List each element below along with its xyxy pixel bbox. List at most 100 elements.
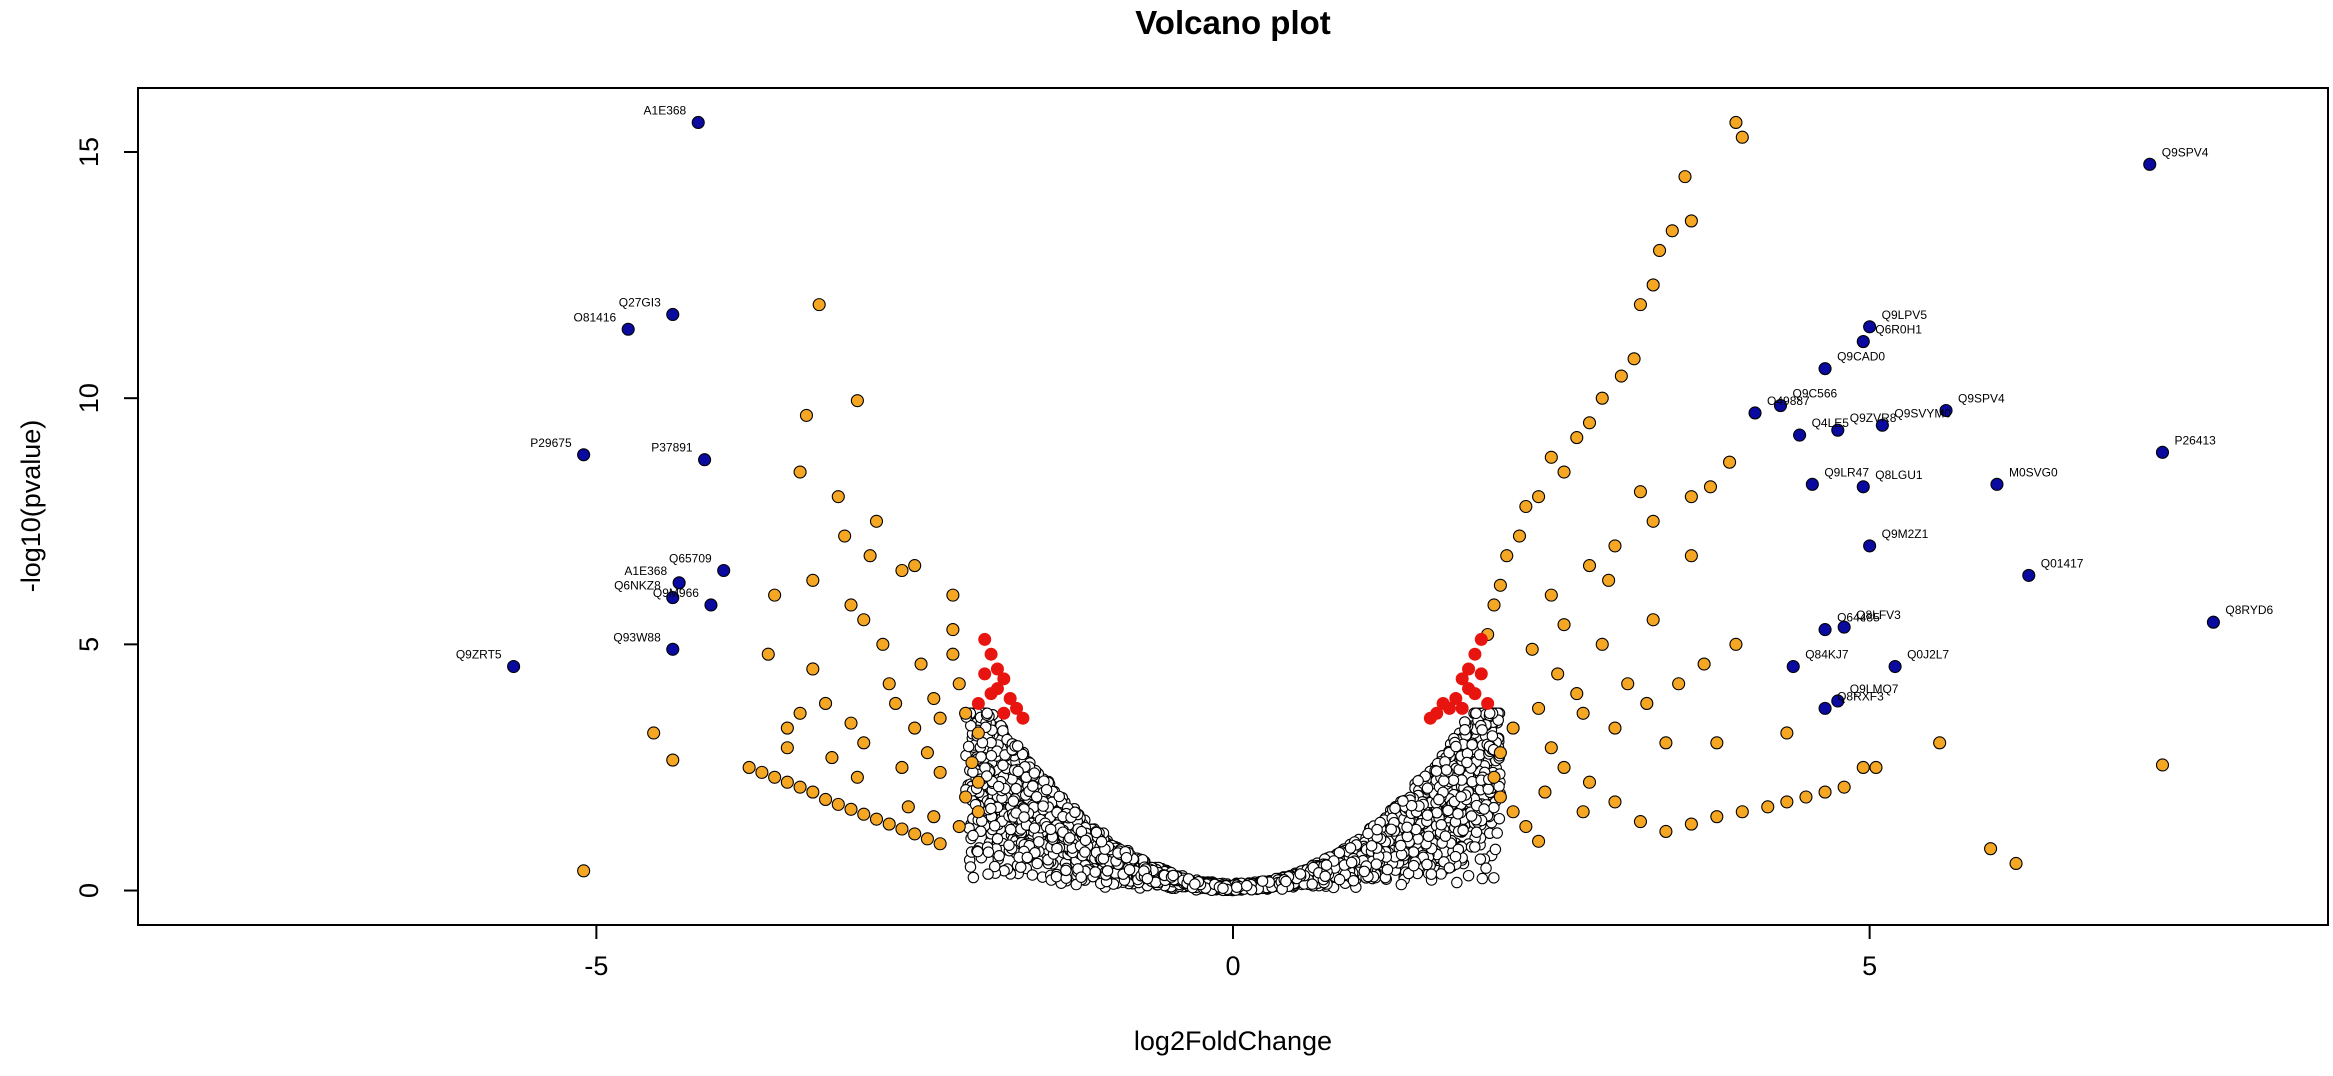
fold-change-point <box>793 465 807 479</box>
not-significant-point <box>1010 782 1022 795</box>
protein-label: Q9LR47 <box>1824 465 1869 479</box>
not-significant-point <box>1440 764 1453 776</box>
protein-label: Q84KJ7 <box>1805 648 1849 662</box>
not-significant-point <box>1430 765 1443 777</box>
not-significant-point <box>981 770 993 782</box>
not-significant-point <box>1402 867 1415 880</box>
fold-change-point <box>933 711 947 725</box>
fold-change-point <box>1633 298 1647 312</box>
not-significant-point <box>1407 859 1420 872</box>
fold-change-point <box>927 810 941 824</box>
not-significant-point <box>1280 875 1292 888</box>
fold-change-point <box>838 529 852 543</box>
not-significant-point <box>981 707 993 720</box>
fold-change-point <box>1633 485 1647 499</box>
not-significant-point <box>1433 793 1445 806</box>
not-significant-point <box>1345 856 1358 869</box>
x-tick-label: -5 <box>584 951 608 981</box>
not-significant-point <box>1240 879 1253 892</box>
fold-change-point <box>1532 490 1546 504</box>
not-significant-point <box>1422 830 1435 843</box>
fold-change-point <box>1665 224 1679 238</box>
protein-label: O64485 <box>1837 611 1880 625</box>
not-significant-point <box>1365 840 1378 852</box>
not-significant-point <box>1101 865 1114 877</box>
fold-change-point <box>793 780 807 794</box>
fold-change-point <box>933 765 947 779</box>
labeled-protein-point <box>672 576 686 590</box>
labeled-protein-point <box>1856 480 1870 494</box>
fold-change-point <box>577 864 591 878</box>
not-significant-point <box>1014 861 1027 873</box>
not-significant-point <box>1120 851 1133 864</box>
fold-change-point <box>946 647 960 661</box>
fold-change-point <box>882 677 896 691</box>
fold-change-point <box>1512 529 1527 543</box>
fold-change-point <box>914 657 928 671</box>
protein-label: Q9M966 <box>653 586 699 600</box>
not-significant-point <box>1033 836 1045 848</box>
protein-label: O49887 <box>1767 394 1810 408</box>
fold-change-point <box>952 819 966 834</box>
not-significant-point <box>1425 868 1438 880</box>
fold-change-point <box>1799 790 1813 804</box>
not-significant-point <box>1443 862 1456 874</box>
not-significant-point <box>1465 810 1478 822</box>
protein-label: Q9SPV4 <box>1958 391 2005 405</box>
fold-change-point <box>908 827 922 841</box>
not-significant-point <box>1051 842 1063 855</box>
not-significant-point <box>1451 876 1463 889</box>
not-significant-point <box>988 860 1001 873</box>
not-significant-point <box>1466 739 1478 751</box>
not-significant-point <box>1016 748 1029 761</box>
not-significant-point <box>1407 846 1420 858</box>
not-significant-point <box>1189 878 1201 890</box>
fold-change-point <box>1640 696 1654 710</box>
protein-label: Q9LPV5 <box>1882 308 1928 322</box>
fold-change-point <box>1684 490 1698 504</box>
fold-change-point <box>863 549 877 563</box>
fold-change-point <box>1519 819 1533 834</box>
not-significant-point <box>1004 823 1017 836</box>
pvalue-point <box>1474 667 1488 681</box>
fold-change-point <box>901 800 915 814</box>
not-significant-point <box>1470 707 1482 720</box>
not-significant-point <box>1381 863 1394 876</box>
pvalue-point <box>1423 711 1437 725</box>
fold-change-point <box>1646 613 1660 627</box>
labeled-protein-point <box>2155 445 2170 459</box>
fold-change-point <box>666 753 680 767</box>
fold-change-point <box>844 716 858 730</box>
not-significant-point <box>1452 808 1464 820</box>
fold-change-point <box>1735 130 1749 144</box>
not-significant-point <box>1011 740 1024 752</box>
y-tick-label: 10 <box>74 383 104 413</box>
fold-change-point <box>1678 170 1692 184</box>
fold-change-point <box>1684 817 1698 831</box>
fold-change-point <box>1519 499 1533 514</box>
fold-change-point <box>1582 559 1597 573</box>
fold-change-point <box>1570 687 1584 701</box>
fold-change-point <box>869 812 884 826</box>
not-significant-point <box>1347 874 1360 887</box>
not-significant-point <box>982 846 995 858</box>
fold-change-point <box>1608 539 1622 553</box>
not-significant-point <box>1050 870 1063 883</box>
fold-change-point <box>1856 760 1870 774</box>
fold-change-point <box>850 770 864 784</box>
not-significant-point <box>1474 853 1487 865</box>
fold-change-point <box>1582 416 1597 430</box>
labeled-protein-point <box>1773 399 1788 413</box>
not-significant-point <box>1489 843 1502 856</box>
pvalue-point <box>1016 711 1030 725</box>
protein-label: A1E368 <box>644 103 687 117</box>
fold-change-point <box>768 588 782 602</box>
fold-change-point <box>647 726 661 740</box>
not-significant-point <box>1095 835 1108 848</box>
pvalue-point <box>1455 672 1469 686</box>
not-significant-point <box>1438 775 1450 787</box>
fold-change-point <box>799 408 814 422</box>
not-significant-point <box>1395 878 1408 891</box>
not-significant-point <box>1090 826 1103 839</box>
fold-change-point <box>1608 721 1622 735</box>
